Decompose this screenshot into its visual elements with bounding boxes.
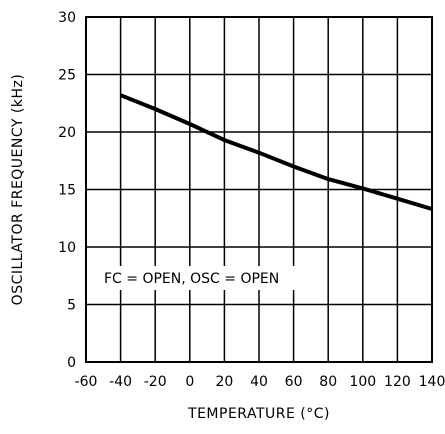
y-tick-label: 15	[58, 183, 76, 199]
y-axis-label: OSCILLATOR FREQUENCY (kHz)	[10, 74, 26, 306]
x-tick-label: 40	[250, 374, 268, 390]
x-tick-label: 100	[349, 374, 376, 390]
y-tick-label: 30	[58, 10, 76, 26]
x-tick-label: -60	[75, 374, 98, 390]
y-tick-label: 10	[58, 240, 76, 256]
x-tick-label: 20	[215, 374, 233, 390]
annotation-background	[98, 266, 312, 290]
annotation-label: FC = OPEN, OSC = OPEN	[104, 271, 279, 287]
y-axis-ticks: 0 5 10 15 20 25 30	[58, 10, 76, 371]
y-tick-label: 0	[67, 355, 76, 371]
x-tick-label: 140	[419, 374, 445, 390]
y-tick-label: 25	[58, 68, 76, 84]
x-axis-ticks: -60 -40 -20 0 20 40 60 80 100 120 140	[75, 374, 445, 390]
x-tick-label: -40	[109, 374, 132, 390]
y-tick-label: 5	[67, 298, 76, 314]
plot-frame	[85, 16, 433, 363]
x-tick-label: 120	[384, 374, 411, 390]
series-line	[119, 93, 433, 211]
x-tick-label: -20	[144, 374, 167, 390]
x-tick-label: 80	[319, 374, 337, 390]
x-tick-label: 0	[185, 374, 194, 390]
x-axis-label: TEMPERATURE (°C)	[187, 406, 330, 422]
x-tick-label: 60	[285, 374, 303, 390]
y-tick-label: 20	[58, 125, 76, 141]
grid	[85, 16, 433, 363]
